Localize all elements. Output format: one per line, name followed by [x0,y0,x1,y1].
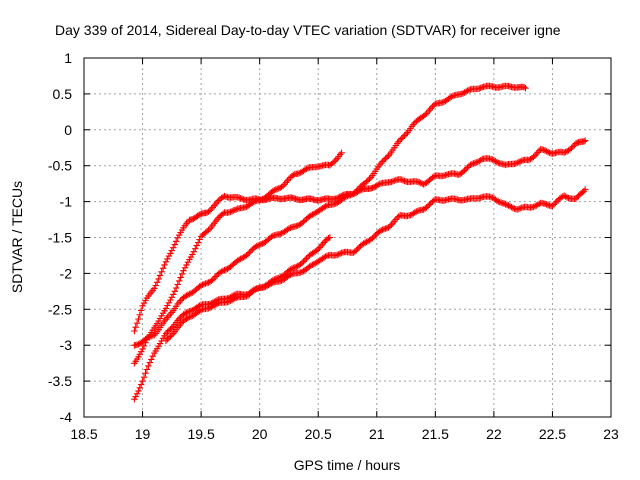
series-arc-4 [131,82,529,349]
x-tick-label: 20.5 [305,426,332,442]
series-arc-5 [162,234,334,344]
y-tick-label: -1 [60,194,73,210]
series-arc-3 [131,186,589,403]
series-markers [131,149,345,367]
x-tick-label: 22 [486,426,502,442]
series-arc-2 [131,149,345,367]
x-tick-label: 19 [135,426,151,442]
y-tick-label: -3.5 [48,373,72,389]
grid-lines [84,58,611,417]
y-tick-label: -2 [60,265,73,281]
series-markers [131,137,589,335]
y-tick-label: -2.5 [48,301,72,317]
x-tick-label: 21.5 [422,426,449,442]
series-markers [162,234,334,344]
y-axis-label: SDTVAR / TECUs [9,181,25,293]
x-tick-label: 21 [369,426,385,442]
x-tick-label: 22.5 [539,426,566,442]
y-tick-label: 1 [64,50,72,66]
y-tick-label: -4 [60,409,73,425]
axis-ticks [83,57,612,418]
series-markers [131,82,529,349]
series-layer [131,82,589,403]
y-tick-label: 0.5 [53,86,73,102]
y-tick-label: 0 [64,122,72,138]
x-tick-label: 20 [252,426,268,442]
x-tick-labels: 18.5 19 19.5 20 20.5 21 21.5 22 22.5 23 [70,426,619,442]
x-axis-label: GPS time / hours [294,457,401,473]
series-arc-1 [131,137,589,335]
chart-title: Day 339 of 2014, Sidereal Day-to-day VTE… [55,22,561,38]
y-tick-labels: 1 0.5 0 -0.5 -1 -1.5 -2 -2.5 -3 -3.5 -4 [48,50,72,425]
x-tick-label: 19.5 [187,426,214,442]
x-tick-label: 18.5 [70,426,97,442]
y-tick-label: -1.5 [48,230,72,246]
plot-frame [83,57,612,418]
y-tick-label: -0.5 [48,158,72,174]
series-markers [131,186,589,403]
y-tick-label: -3 [60,337,73,353]
x-tick-label: 23 [603,426,619,442]
